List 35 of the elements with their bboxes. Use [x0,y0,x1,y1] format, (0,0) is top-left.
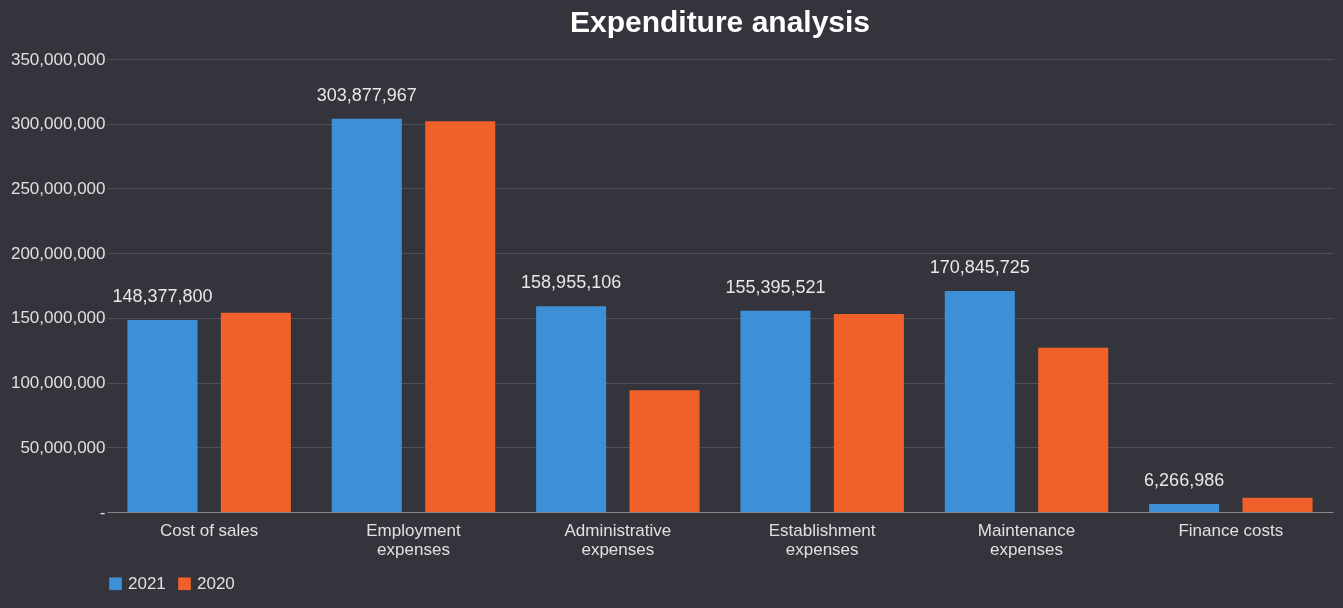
y-tick-label: 200,000,000 [10,243,106,263]
x-tick-label: Employment expenses [366,520,462,559]
bar [1149,503,1220,512]
data-label: 148,377,800 [112,285,213,306]
legend-label: 2020 [197,573,235,593]
bar [944,290,1015,512]
data-label: 170,845,725 [929,256,1030,277]
y-tick-label: - [99,502,106,522]
bar [127,319,198,512]
bar [331,118,402,512]
bar [1038,347,1109,512]
data-label: 158,955,106 [521,272,622,293]
y-tick-label: 300,000,000 [10,114,106,134]
bar [220,312,291,512]
bar [425,121,496,512]
y-tick-label: 150,000,000 [10,308,106,328]
x-tick-label: Finance costs [1178,520,1284,540]
bar [536,306,607,512]
y-tick-label: 100,000,000 [10,373,106,393]
legend-label: 2021 [128,573,166,593]
bar [833,313,904,512]
data-label: 6,266,986 [1144,469,1225,490]
x-tick-label: Maintenance expenses [977,520,1076,559]
data-label: 303,877,967 [316,84,417,105]
chart-title: Expenditure analysis [569,5,871,38]
bar [1242,497,1313,512]
y-tick-label: 250,000,000 [10,178,106,198]
data-label: 155,395,521 [725,276,826,297]
x-tick-label: Administrative expenses [564,520,672,559]
y-tick-label: 350,000,000 [10,49,106,69]
bar [629,390,700,512]
bar [740,310,811,512]
x-tick-label: Establishment expenses [768,520,876,559]
x-tick-label: Cost of sales [160,520,259,540]
y-tick-label: 50,000,000 [20,437,106,457]
